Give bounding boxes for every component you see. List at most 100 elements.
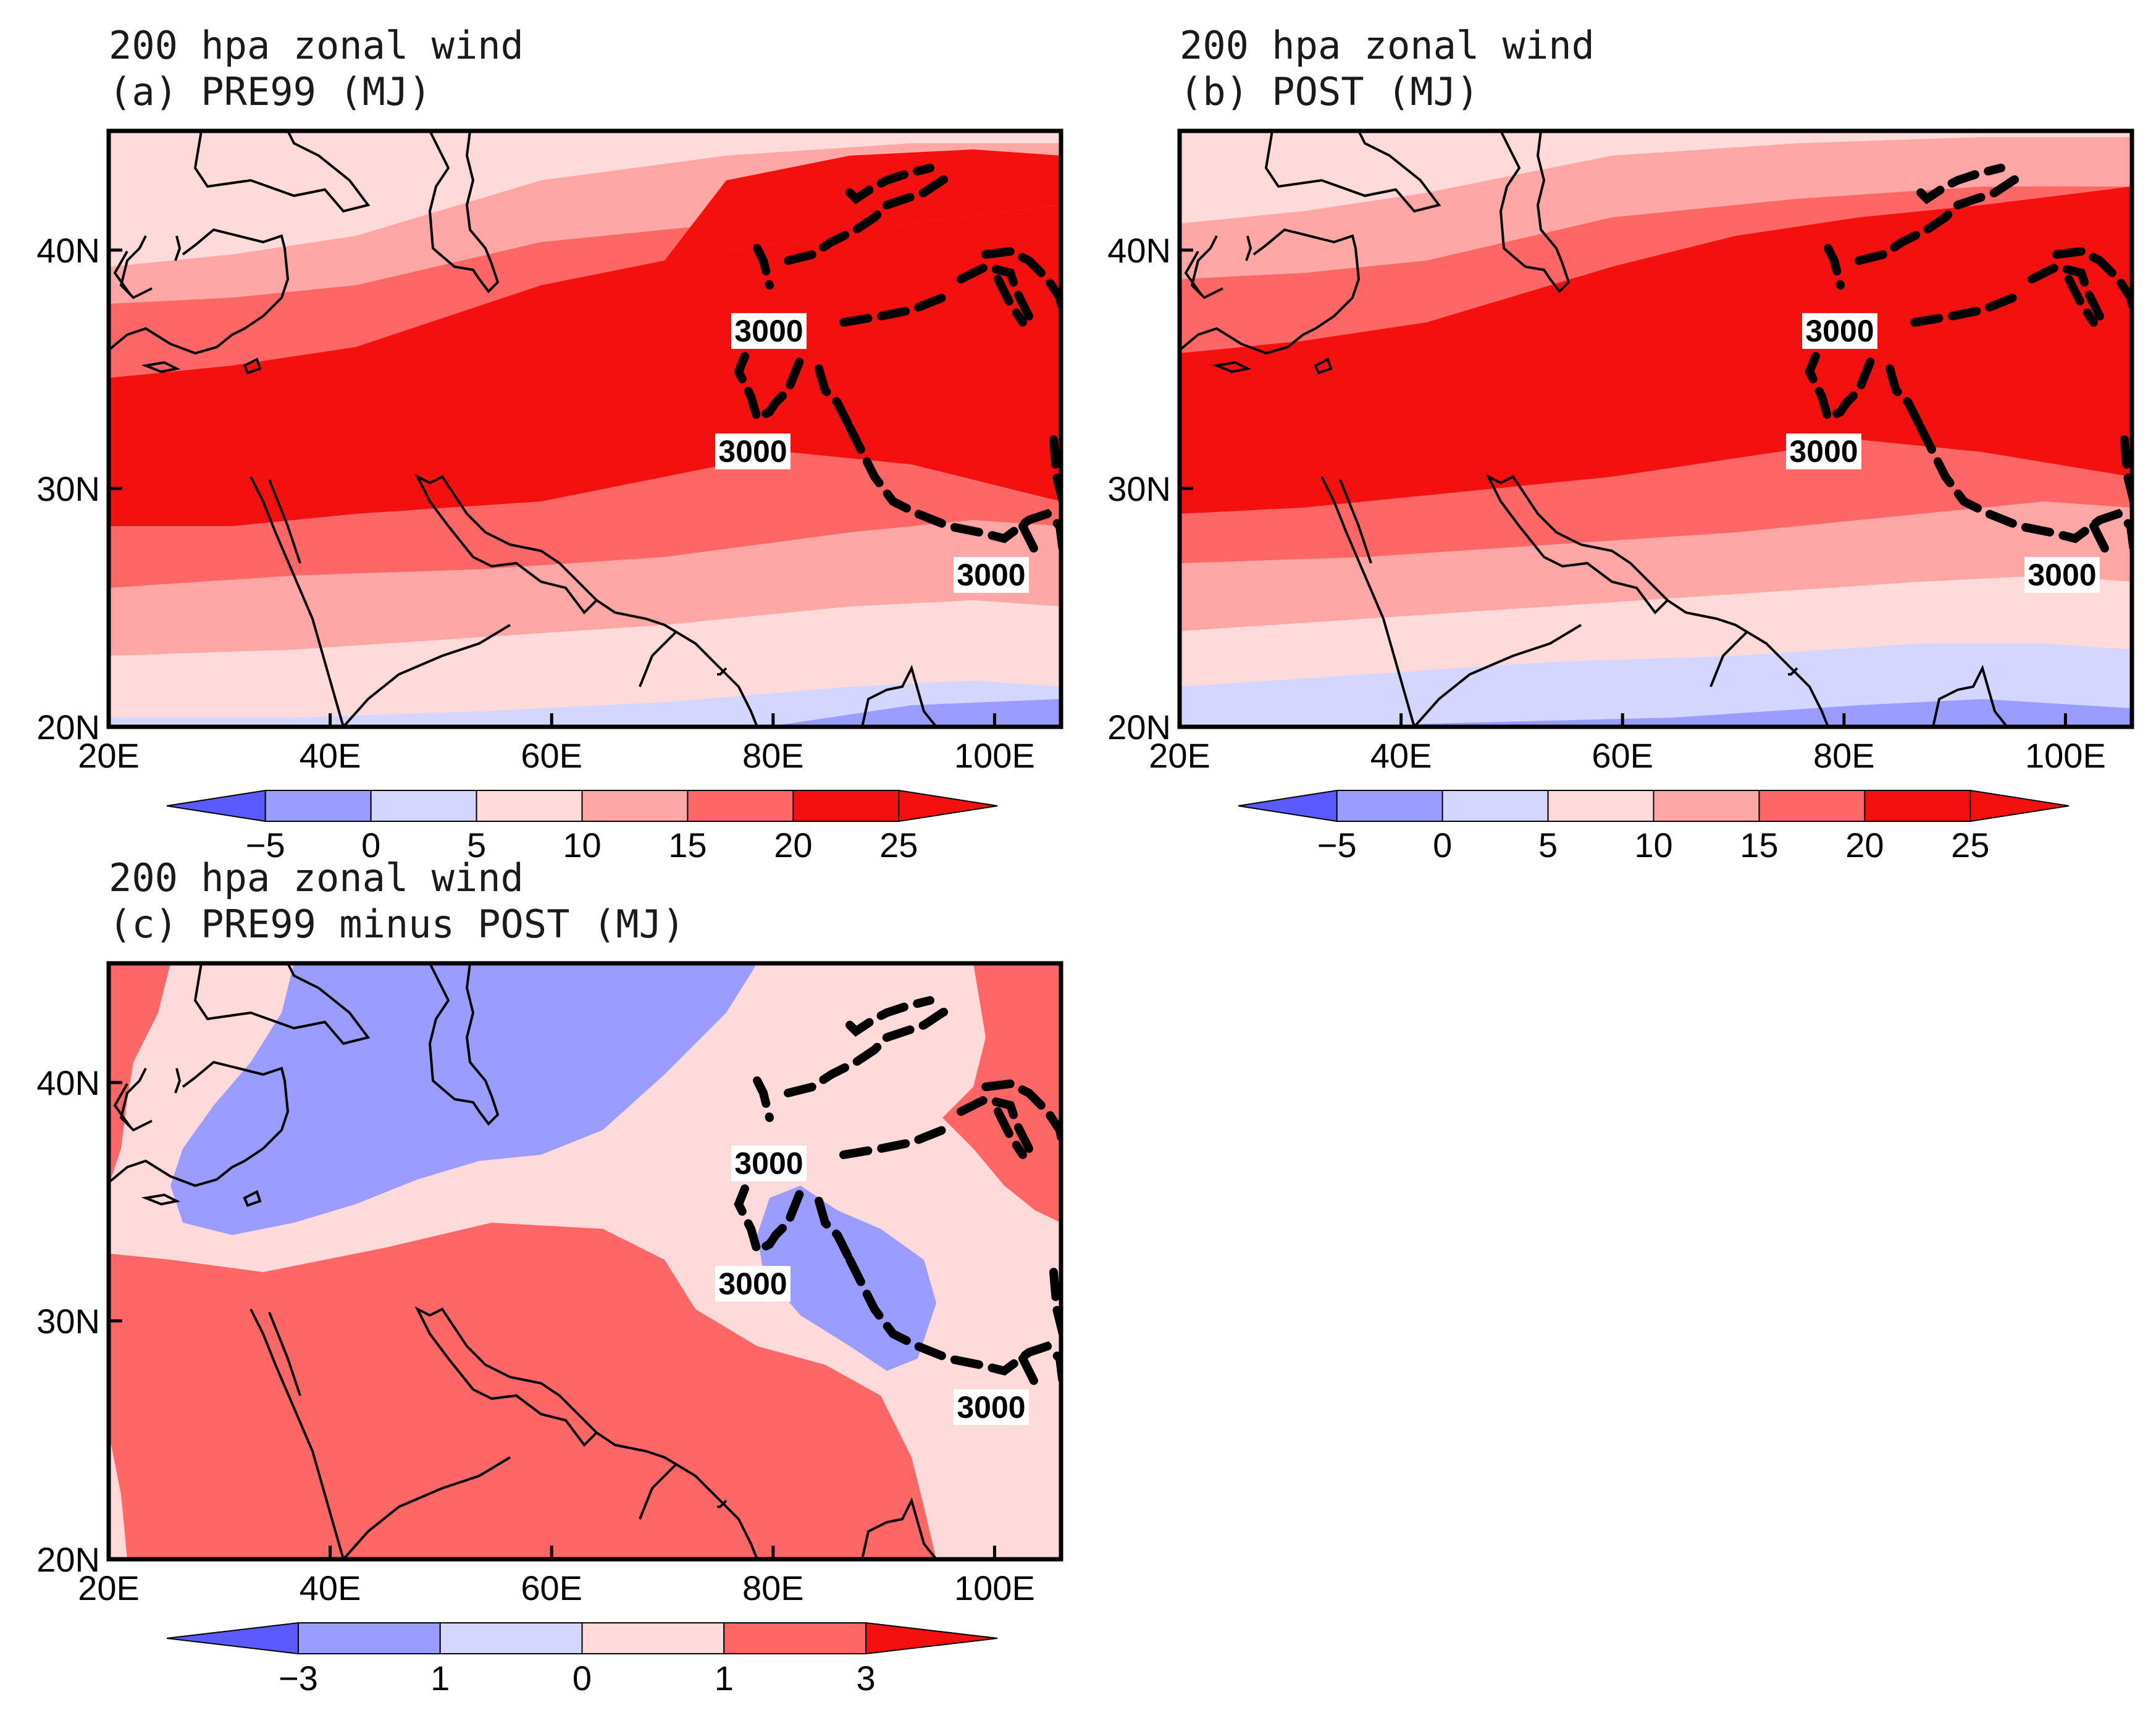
band-blue-mid bbox=[1180, 699, 2132, 727]
panel-a-pre99: 200 hpa zonal wind (a) PRE99 (MJ) 3000 3… bbox=[36, 23, 1063, 775]
x-tick-label-c: 20E bbox=[78, 1569, 140, 1607]
colorbar-c: −3 1 0 1 3 bbox=[166, 1622, 998, 1698]
jet-north-red bbox=[665, 149, 1061, 261]
x-tick-label-b: 20E bbox=[1149, 736, 1210, 775]
colorbar-extend-high bbox=[1969, 789, 2070, 823]
y-tick-label-a: 40N bbox=[36, 231, 100, 270]
contour-label-3000-b1: 3000 bbox=[1805, 314, 1874, 348]
colorbar-segment bbox=[297, 1622, 441, 1654]
contour-label-3000-b3: 3000 bbox=[2028, 558, 2096, 592]
contour-label-box bbox=[954, 557, 1029, 593]
colorbar-label: 1 bbox=[430, 1659, 450, 1698]
panel-a-title-line2: (a) PRE99 (MJ) bbox=[109, 69, 432, 114]
colorbar-a: −5 0 5 10 15 20 25 bbox=[166, 789, 998, 865]
y-tick-label-c: 20N bbox=[36, 1540, 100, 1579]
x-tick-label-a: 100E bbox=[954, 736, 1035, 775]
panel-b-field: 3000 3000 3000 bbox=[1180, 131, 2132, 727]
colorbar-label: 10 bbox=[563, 826, 601, 865]
contour-label-box bbox=[715, 1266, 791, 1302]
colorbar-label: 15 bbox=[668, 826, 707, 865]
x-tick-label-c: 60E bbox=[521, 1569, 582, 1607]
contour-label-box bbox=[715, 433, 791, 469]
band-north-pink bbox=[1180, 131, 2132, 224]
colorbar-label: 5 bbox=[1538, 826, 1558, 865]
panel-c-title-line2: (c) PRE99 minus POST (MJ) bbox=[109, 902, 685, 947]
colorbar-label: 20 bbox=[1845, 826, 1884, 865]
panel-c-difference: 200 hpa zonal wind (c) PRE99 minus POST … bbox=[36, 855, 1063, 1607]
colorbar-label: −5 bbox=[1317, 826, 1357, 865]
x-tick-label-b: 60E bbox=[1592, 736, 1653, 775]
contour-label-3000-b2: 3000 bbox=[1789, 434, 1858, 469]
region-positive-south bbox=[109, 1223, 936, 1559]
contour-label-3000-a2: 3000 bbox=[718, 434, 787, 469]
colorbar-segment bbox=[264, 790, 372, 822]
colorbar-extend-high bbox=[898, 789, 998, 823]
colorbar-label: 5 bbox=[467, 826, 486, 865]
panel-b-title-line1: 200 hpa zonal wind bbox=[1180, 23, 1595, 68]
panel-a-frame bbox=[106, 128, 1063, 729]
colorbar-segment bbox=[1653, 790, 1760, 822]
colorbar-label: 15 bbox=[1740, 826, 1778, 865]
x-tick-label-b: 40E bbox=[1370, 736, 1432, 775]
colorbar-segment bbox=[1336, 790, 1443, 822]
contour-label-box bbox=[954, 1389, 1029, 1425]
colorbar-label: −3 bbox=[279, 1659, 318, 1698]
colorbar-extend-low bbox=[166, 789, 266, 823]
colorbar-extend-high bbox=[865, 1622, 998, 1655]
band-blue-mid bbox=[665, 699, 1061, 727]
colorbar-extend-low bbox=[1238, 789, 1338, 823]
panel-b-frame bbox=[1177, 128, 2134, 729]
contour-label-box bbox=[1802, 313, 1877, 349]
panel-a-title-line1: 200 hpa zonal wind bbox=[109, 23, 524, 68]
colorbar-label: 20 bbox=[774, 826, 812, 865]
contour-label-box bbox=[1786, 433, 1861, 469]
colorbar-segment bbox=[581, 1622, 725, 1654]
panel-c-frame bbox=[106, 961, 1063, 1562]
x-tick-label-b: 100E bbox=[2025, 736, 2106, 775]
colorbar-segment bbox=[792, 790, 900, 822]
contour-label-box bbox=[731, 313, 807, 349]
colorbar-segment bbox=[1441, 790, 1549, 822]
colorbar-label: 1 bbox=[715, 1659, 734, 1698]
colorbar-label: −5 bbox=[246, 826, 285, 865]
region-positive-ne bbox=[942, 963, 1061, 1223]
colorbar-label: 0 bbox=[573, 1659, 592, 1698]
colorbar-label: 0 bbox=[1433, 826, 1452, 865]
colorbar-label: 0 bbox=[361, 826, 380, 865]
x-tick-label-a: 40E bbox=[300, 736, 361, 775]
x-tick-label-c: 40E bbox=[300, 1569, 361, 1607]
x-tick-label-a: 60E bbox=[521, 736, 582, 775]
contour-label-3000-a3: 3000 bbox=[957, 558, 1025, 592]
contour-label-box bbox=[731, 1145, 807, 1181]
region-positive-nw bbox=[109, 963, 170, 1186]
colorbar-label: 3 bbox=[856, 1659, 875, 1698]
colorbar-segment bbox=[581, 790, 689, 822]
jet-core-red bbox=[109, 205, 1061, 526]
y-tick-label-c: 30N bbox=[36, 1302, 100, 1341]
x-tick-label-c: 80E bbox=[742, 1569, 804, 1607]
band-north-pink bbox=[109, 131, 1061, 267]
colorbar-segment bbox=[687, 790, 794, 822]
colorbar-segment bbox=[1547, 790, 1655, 822]
colorbar-label: 25 bbox=[1951, 826, 1989, 865]
colorbar-extend-low bbox=[166, 1622, 299, 1655]
colorbar-label: 25 bbox=[879, 826, 918, 865]
contour-label-3000-c2: 3000 bbox=[718, 1267, 787, 1301]
colorbar-segment bbox=[1864, 790, 1971, 822]
colorbar-segment bbox=[476, 790, 583, 822]
region-negative-tibet bbox=[757, 1186, 936, 1371]
colorbar-segment bbox=[1758, 790, 1866, 822]
y-tick-label-b: 40N bbox=[1107, 231, 1171, 270]
contour-label-3000-a1: 3000 bbox=[734, 314, 803, 348]
jet-core-red bbox=[1180, 186, 2132, 514]
x-tick-label-a: 80E bbox=[742, 736, 804, 775]
y-tick-label-a: 20N bbox=[36, 708, 100, 747]
colorbar-segment bbox=[439, 1622, 583, 1654]
contour-label-box bbox=[2024, 557, 2100, 593]
x-tick-label-a: 20E bbox=[78, 736, 140, 775]
y-tick-label-b: 30N bbox=[1107, 469, 1171, 508]
y-tick-label-c: 40N bbox=[36, 1063, 100, 1102]
colorbar-label: 10 bbox=[1634, 826, 1672, 865]
contour-label-3000-c1: 3000 bbox=[734, 1146, 803, 1181]
